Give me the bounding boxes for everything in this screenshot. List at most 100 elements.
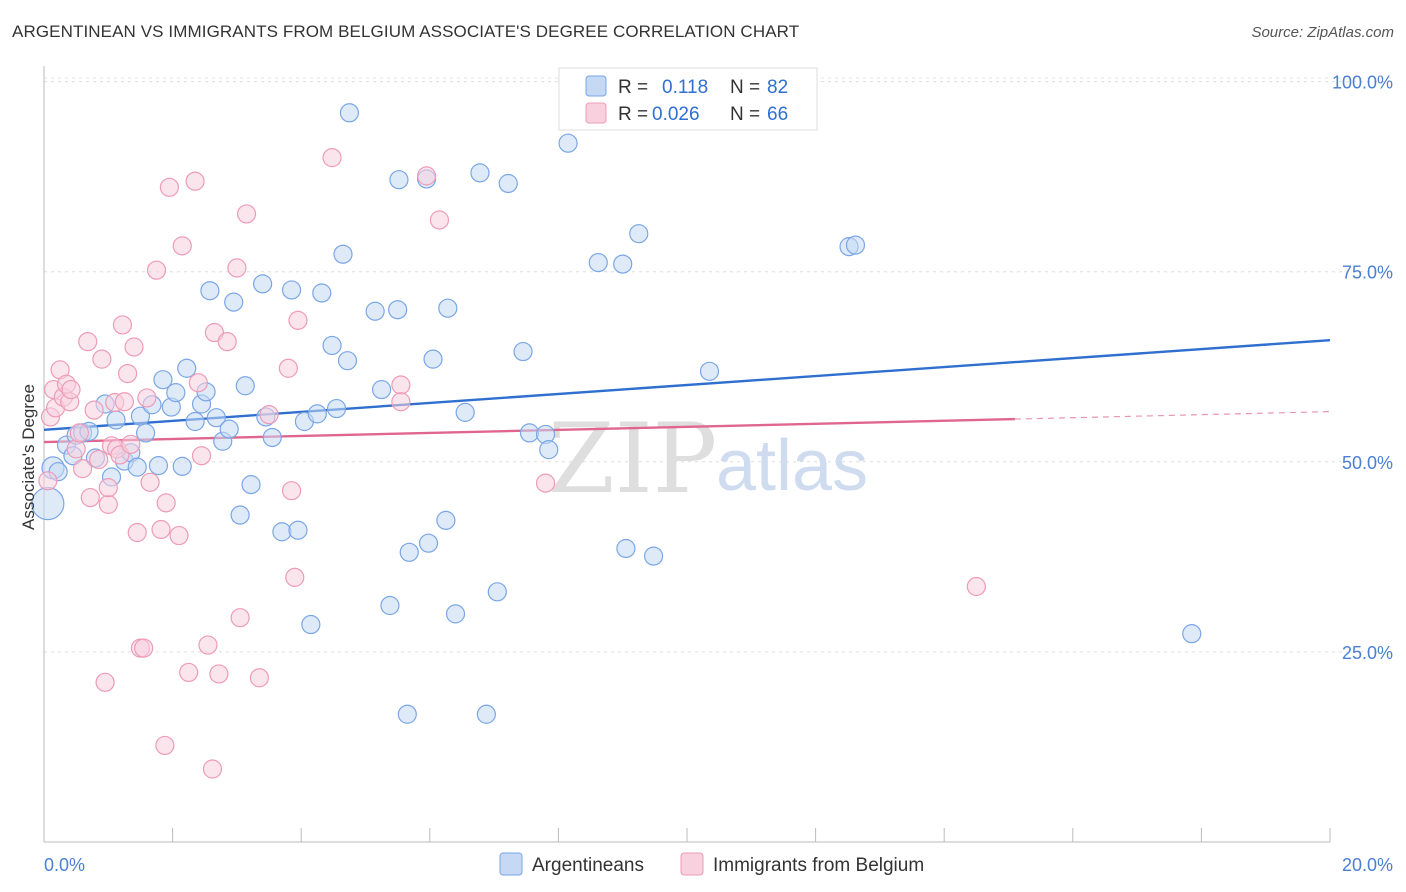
point-argentineans: [339, 103, 360, 123]
point-argentineans: [388, 300, 408, 320]
point-argentineans: [224, 292, 244, 312]
point-argentineans: [241, 475, 261, 495]
point-argentineans: [337, 351, 358, 371]
point-belgium: [159, 177, 179, 197]
point-belgium: [172, 236, 192, 256]
point-argentineans: [135, 423, 156, 443]
point-belgium: [98, 478, 118, 498]
point-belgium: [151, 519, 171, 540]
y-tick-label: 50.0%: [1342, 453, 1393, 473]
point-belgium: [249, 668, 270, 688]
point-belgium: [72, 459, 93, 479]
point-argentineans: [397, 704, 417, 724]
point-argentineans: [380, 595, 400, 616]
point-belgium: [156, 493, 176, 513]
stats-n-label-1: N =: [730, 77, 760, 98]
point-argentineans: [288, 520, 308, 540]
point-argentineans: [281, 280, 302, 300]
point-belgium: [155, 735, 175, 756]
point-argentineans: [148, 456, 169, 476]
point-belgium: [202, 759, 223, 779]
point-belgium: [78, 332, 98, 352]
point-belgium: [217, 332, 237, 352]
point-belgium: [185, 171, 205, 191]
point-belgium: [121, 434, 141, 454]
point-belgium: [124, 337, 144, 357]
point-belgium: [38, 471, 58, 491]
point-belgium: [429, 210, 450, 230]
point-argentineans: [312, 283, 332, 303]
point-belgium: [288, 310, 308, 330]
x-tick-labels: 0.0% 20.0%: [44, 855, 1393, 875]
point-argentineans: [616, 538, 636, 559]
watermark: ZIP atlas: [548, 403, 868, 515]
grid-layer: [44, 77, 1392, 653]
point-belgium: [966, 576, 986, 597]
data-points: [31, 103, 1202, 779]
point-argentineans: [322, 335, 342, 356]
point-belgium: [391, 375, 411, 395]
point-belgium: [117, 363, 138, 384]
point-belgium: [169, 525, 189, 546]
stats-swatch-argentineans: [585, 75, 607, 97]
point-argentineans: [253, 274, 273, 294]
point-belgium: [89, 449, 109, 470]
point-belgium: [391, 392, 411, 412]
point-argentineans: [476, 704, 496, 724]
trend-line-extension-belgium: [1014, 411, 1331, 420]
point-belgium: [95, 672, 115, 692]
point-argentineans: [613, 254, 633, 274]
y-axis-title: Associate's Degree: [19, 384, 38, 530]
point-belgium: [69, 423, 89, 443]
point-argentineans: [326, 398, 347, 419]
chart-source: Source: ZipAtlas.com: [1251, 24, 1394, 41]
point-belgium: [236, 204, 257, 224]
point-argentineans: [106, 410, 126, 430]
stats-swatch-belgium: [585, 102, 607, 124]
point-belgium: [92, 349, 112, 369]
y-tick-label: 75.0%: [1342, 263, 1393, 283]
stats-r-value-1: 0.118: [662, 77, 708, 98]
stats-r-value-2: 0.026: [652, 104, 700, 125]
point-belgium: [278, 358, 298, 378]
point-belgium: [84, 400, 104, 420]
point-belgium: [61, 379, 81, 400]
point-argentineans: [436, 510, 456, 530]
stats-n-value-2: 66: [767, 104, 788, 125]
point-argentineans: [262, 427, 282, 448]
point-argentineans: [301, 614, 321, 635]
point-argentineans: [455, 402, 475, 422]
point-belgium: [227, 258, 247, 278]
point-belgium: [140, 472, 160, 492]
point-argentineans: [498, 173, 518, 194]
point-belgium: [114, 392, 134, 412]
point-argentineans: [200, 281, 220, 301]
point-belgium: [230, 608, 250, 628]
legend-swatch-argentineans: [499, 852, 523, 876]
stats-r-label-1: R =: [618, 77, 648, 98]
point-belgium: [209, 664, 229, 684]
point-argentineans: [177, 358, 197, 378]
point-argentineans: [230, 505, 250, 525]
point-argentineans: [389, 170, 409, 190]
point-belgium: [535, 473, 556, 493]
point-argentineans: [153, 370, 173, 390]
point-argentineans: [371, 379, 392, 400]
y-tick-label: 25.0%: [1342, 643, 1393, 663]
point-belgium: [188, 373, 208, 393]
point-belgium: [322, 148, 342, 168]
point-belgium: [134, 638, 154, 658]
point-argentineans: [166, 383, 186, 403]
legend-label-belgium: Immigrants from Belgium: [713, 855, 924, 876]
point-argentineans: [399, 542, 419, 562]
point-argentineans: [487, 582, 507, 602]
watermark-atlas: atlas: [716, 426, 868, 506]
point-argentineans: [643, 546, 664, 566]
point-argentineans: [438, 298, 458, 318]
x-tick-label: 0.0%: [44, 855, 85, 875]
point-argentineans: [272, 522, 292, 542]
series-legend: Argentineans Immigrants from Belgium: [499, 852, 924, 876]
point-argentineans: [333, 244, 353, 264]
point-belgium: [179, 662, 199, 683]
